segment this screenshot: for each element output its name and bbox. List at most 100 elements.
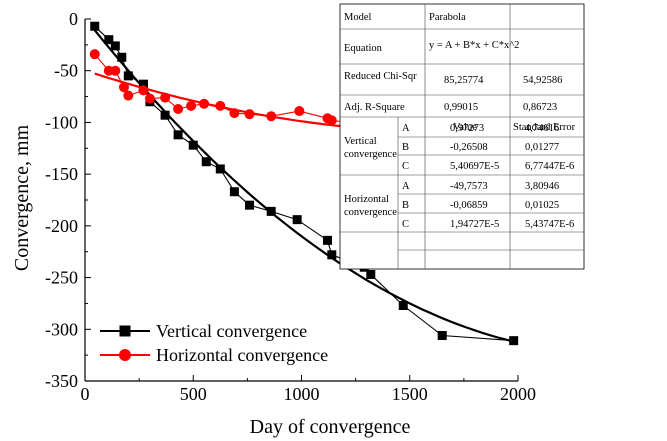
horizontal-data-point [123,90,134,101]
vertical-data-point [188,140,198,150]
horizontal-data-point [89,49,100,60]
table-background [339,3,585,270]
vertical-data-point [138,79,148,89]
table-model-value: Parabola [429,12,466,23]
vertical-data-point [104,35,114,45]
y-tick-label: -200 [45,216,78,236]
table-group-label-line: Horizontal [344,194,389,205]
horizontal-data-point [173,103,184,114]
vertical-data-point [215,164,225,174]
y-tick-label: -300 [45,319,78,339]
x-tick-label: 2000 [500,384,536,404]
x-tick-label: 1000 [284,384,320,404]
horizontal-data-point [244,109,255,120]
table-chi-label: Reduced Chi-Sqr [344,71,417,82]
vertical-data-point [245,200,255,210]
horizontal-data-point [160,92,171,103]
vertical-data-point [437,330,447,340]
table-param-name: A [402,123,410,134]
x-tick-label: 500 [180,384,207,404]
y-tick-label: -250 [45,268,78,288]
horizontal-data-point [138,85,149,96]
table-group-label: Vertical convergence [344,136,397,160]
legend: Vertical convergence Horizontal converge… [100,321,328,365]
legend-marker-vertical [119,325,131,337]
legend-marker-horizontal [119,349,131,361]
y-axis-title: Convergence, mm [11,124,33,271]
legend-label-vertical: Vertical convergence [156,321,307,341]
table-value-header: Value [453,122,477,133]
table-param-error: 6,77447E-6 [525,161,574,172]
vertical-data-point [322,235,332,245]
table-param-name: B [402,200,409,211]
horizontal-data-point [229,108,240,119]
axes-layer: 0 500 1000 1500 2000 0 -50 -100 -150 -200 -250 -300… [45,9,536,404]
vertical-data-point [110,41,120,51]
table-param-error: 0,01025 [525,200,559,211]
horizontal-data-point [110,65,121,76]
vertical-data-point [266,206,276,216]
vertical-data-point [327,250,337,260]
vertical-data-point [509,336,519,346]
vertical-data-point [160,110,170,120]
horizontal-data-point [326,115,337,126]
table-grid [340,4,584,269]
vertical-data-point [366,269,376,279]
table-chi-value-1: 85,25774 [444,75,484,86]
table-equation-value: y = A + B*x + C*x^2 [429,40,519,51]
y-tick-label: -50 [54,61,78,81]
vertical-data-point [123,71,133,81]
y-tick-label: 0 [69,9,78,29]
table-param-value: -0,06859 [450,200,488,211]
table-group-label: Horizontal convergence [344,194,397,218]
horizontal-data-point [118,82,129,93]
horizontal-data-point [294,106,305,117]
table-group-label-line: Vertical [344,136,377,147]
y-tick-label: -150 [45,164,78,184]
legend-label-horizontal: Horizontal convergence [156,345,328,365]
vertical-data-point [117,52,127,62]
table-error-header: Standard Error [513,122,576,133]
table-param-name: A [402,181,410,192]
table-param-name: C [402,219,409,230]
vertical-data-point [173,130,183,140]
table-param-error: 0,01277 [525,142,559,153]
horizontal-data-point [144,93,155,104]
table-param-value: 5,40697E-5 [450,161,499,172]
table-model-label: Model [344,12,371,23]
table-param-name: B [402,142,409,153]
table-group-label-line: convergence [344,207,397,218]
vertical-data-point [229,187,239,197]
x-axis-title: Day of convergence [250,416,411,438]
vertical-data-point [201,157,211,167]
table-r2-label: Adj. R-Square [344,102,405,113]
vertical-data-point [90,21,100,31]
table-group-label-line: convergence [344,149,397,160]
y-tick-label: -100 [45,112,78,132]
horizontal-data-point [199,98,210,109]
stats-table: Model Parabola Equation y = A + B*x + C*… [339,3,585,270]
x-tick-label: 1500 [392,384,428,404]
horizontal-data-point [215,100,226,111]
vertical-data-point [292,215,302,225]
x-tick-label: 0 [81,384,90,404]
horizontal-data-point [186,100,197,111]
table-param-name: C [402,161,409,172]
table-chi-value-2: 54,92586 [523,75,562,86]
horizontal-data-point [266,111,277,122]
table-param-error: 3,80946 [525,181,559,192]
table-param-value: -49,7573 [450,181,488,192]
table-param-error: 4,74616 [525,123,559,134]
table-equation-label: Equation [344,43,383,54]
y-tick-label: -350 [45,371,78,391]
table-param-value: 1,94727E-5 [450,219,499,230]
table-chi-label-text: Reduced Chi-Sqr [344,71,417,82]
table-r2-value-2: 0,86723 [523,102,557,113]
table-param-error: 5,43747E-6 [525,219,574,230]
vertical-data-point [398,300,408,310]
table-param-value: -0,26508 [450,142,488,153]
table-param-value: 0,97273 [450,123,484,134]
table-r2-value-1: 0,99015 [444,102,478,113]
table-groups: Vertical convergence A 0,97273 4,74616 B -0,26… [344,123,574,230]
